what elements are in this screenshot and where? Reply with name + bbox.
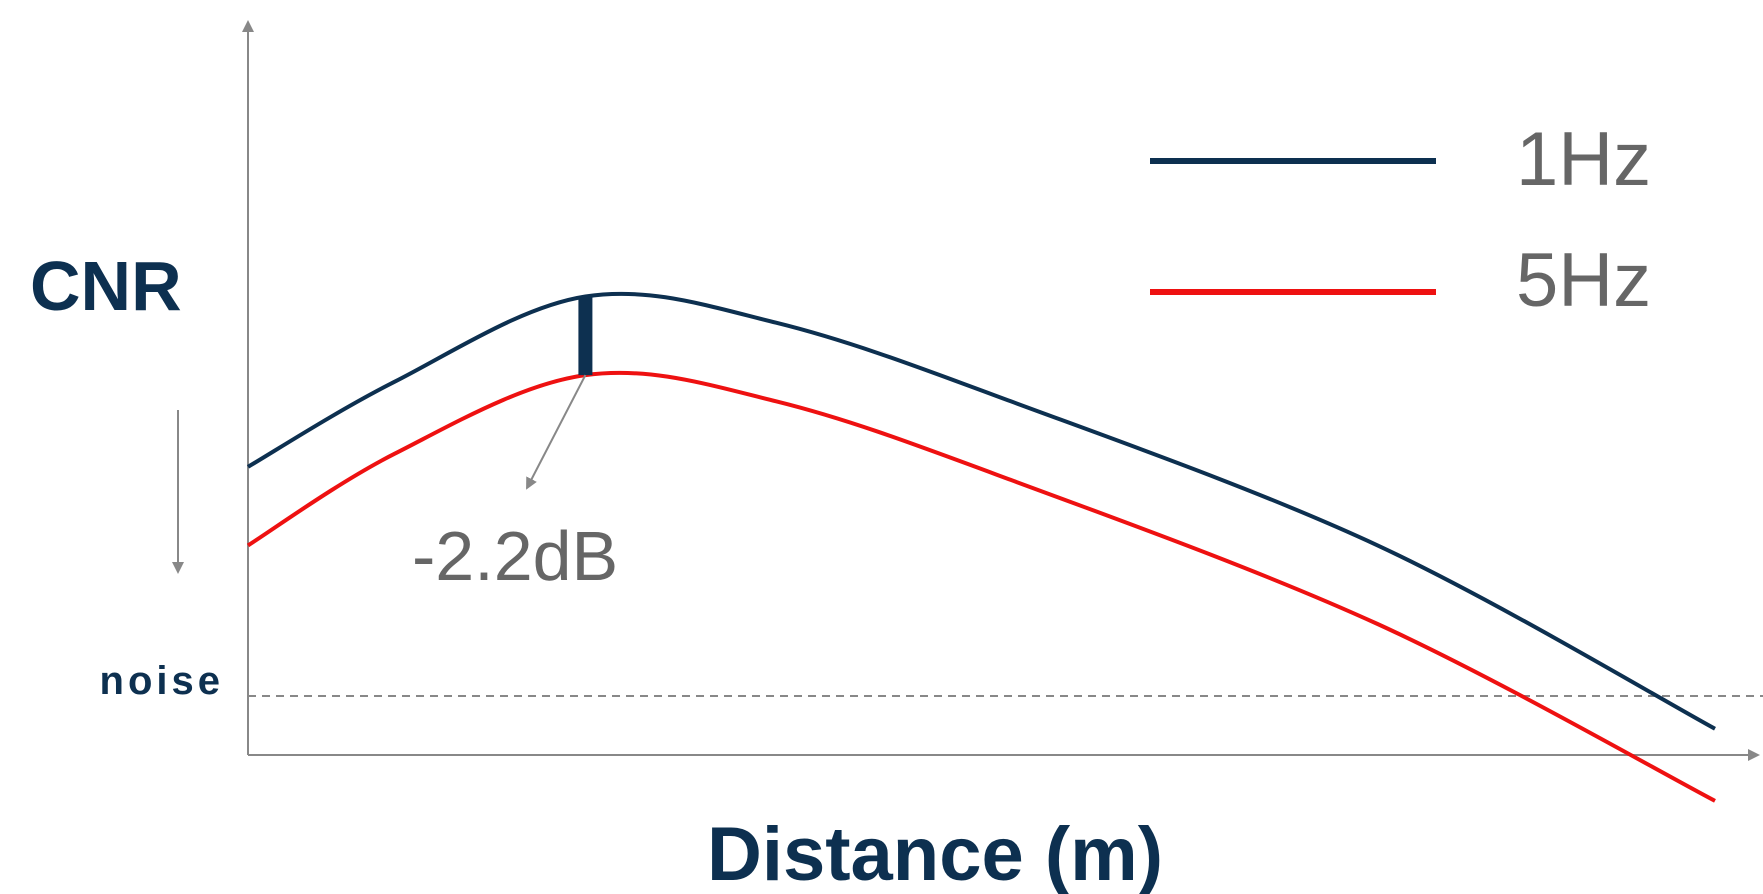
x-axis-label: Distance (m) xyxy=(707,812,1163,894)
series-line-5hz xyxy=(246,370,1716,803)
legend-label-1hz: 1Hz xyxy=(1516,117,1651,202)
annotation-text: -2.2dB xyxy=(412,517,618,595)
legend: 1Hz 5Hz xyxy=(1150,117,1651,323)
y-axis-label: CNR xyxy=(30,247,182,325)
noise-label: noise xyxy=(100,659,224,703)
series-line-1hz xyxy=(246,291,1716,731)
annotation-arrow xyxy=(526,374,587,490)
legend-label-5hz: 5Hz xyxy=(1516,238,1651,323)
